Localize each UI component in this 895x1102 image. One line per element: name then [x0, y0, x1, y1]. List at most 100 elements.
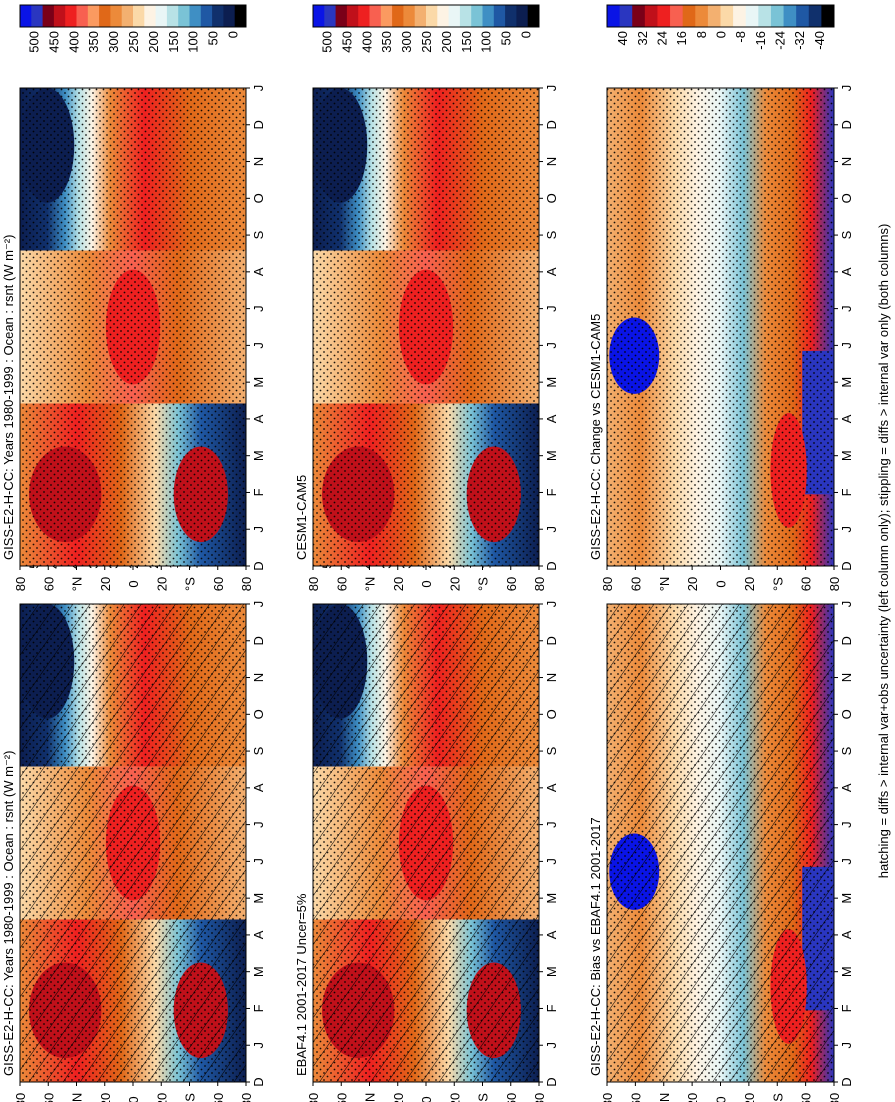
colorbar-label: 150 — [166, 31, 181, 53]
colorbar-swatch — [516, 5, 529, 27]
colorbar-swatch — [414, 5, 427, 27]
month-label: S — [251, 230, 266, 239]
colorbar-label: 500 — [27, 31, 42, 53]
lat-label: 20 — [447, 577, 462, 591]
month-label: M — [839, 377, 854, 388]
lat-label: 20 — [742, 577, 757, 591]
month-label: S — [544, 230, 559, 239]
lat-label: 80 — [532, 577, 547, 591]
month-label: O — [544, 709, 559, 719]
colorbar-swatch — [200, 5, 213, 27]
colorbar-swatch — [783, 5, 797, 27]
month-label: F — [544, 488, 559, 496]
colorbar-label: 400 — [359, 31, 374, 53]
colorbar-label: 450 — [339, 31, 354, 53]
colorbar-swatch — [65, 5, 77, 27]
colorbar-swatch — [76, 5, 89, 27]
colorbar-swatch — [733, 5, 747, 27]
lat-label: 80 — [13, 1093, 28, 1102]
month-label: M — [251, 377, 266, 388]
colorbar-label: -32 — [792, 31, 807, 50]
month-label: J — [839, 342, 854, 349]
colorbar-swatch — [189, 5, 202, 27]
lat-label: °N — [363, 1093, 378, 1102]
lat-label: 80 — [827, 1093, 842, 1102]
colorbar-swatch — [380, 5, 393, 27]
lat-label: 20 — [98, 577, 113, 591]
month-label: M — [544, 966, 559, 977]
lat-label: °S — [476, 1093, 491, 1102]
month-label: D — [251, 561, 266, 570]
stippling-overlay — [313, 88, 539, 566]
colorbar-label: 150 — [459, 31, 474, 53]
lat-label: °S — [770, 1093, 785, 1102]
colorbar-swatch — [707, 5, 721, 27]
panel-p5: GISS-E2-H-CC: Bias vs EBAF4.1 2001-2017 D… — [588, 520, 854, 1102]
colorbar-label: 100 — [479, 31, 494, 53]
lat-label: °S — [183, 577, 198, 591]
lat-label: °N — [70, 1093, 85, 1102]
colorbar-label: 0 — [225, 31, 240, 38]
lat-label: 80 — [306, 577, 321, 591]
colorbar-label: 16 — [674, 31, 689, 45]
month-label: F — [839, 488, 854, 496]
panel-title: GISS-E2-H-CC: Years 1980-1999 : Ocean : … — [1, 235, 16, 560]
month-label: J — [544, 601, 559, 608]
month-label: O — [251, 709, 266, 719]
hatching-overlay — [20, 604, 246, 1082]
month-label: J — [544, 821, 559, 828]
panel-p1: GISS-E2-H-CC: Years 1980-1999 : Ocean : … — [1, 520, 266, 1102]
month-label: A — [839, 783, 854, 792]
month-label: J — [839, 1042, 854, 1049]
month-label: N — [544, 157, 559, 166]
lat-label: 60 — [334, 1093, 349, 1102]
panel-p3: EBAF4.1 2001-2017 Uncer=5% D J F M A M J J A S O N D J… — [294, 520, 559, 1102]
colorbar-label: 250 — [126, 31, 141, 53]
month-label: J — [839, 858, 854, 865]
month-label: M — [544, 893, 559, 904]
colorbar-label: 50 — [499, 31, 514, 45]
month-label: A — [544, 267, 559, 276]
month-label: A — [251, 414, 266, 423]
month-label: J — [251, 1042, 266, 1049]
month-label: N — [839, 157, 854, 166]
colorbar-label: 250 — [419, 31, 434, 53]
colorbar-label: 0 — [518, 31, 533, 38]
month-label: O — [251, 193, 266, 203]
colorbar-label: 400 — [66, 31, 81, 53]
lat-label: 80 — [532, 1093, 547, 1102]
panel-title: GISS-E2-H-CC: Years 1980-1999 : Ocean : … — [1, 751, 16, 1076]
lat-label: 60 — [628, 577, 643, 591]
month-label: M — [544, 377, 559, 388]
colorbar-swatch — [31, 5, 44, 27]
lat-label: 80 — [600, 577, 615, 591]
panel-title: GISS-E2-H-CC: Change vs CESM1-CAM5 — [588, 314, 603, 560]
month-label: J — [544, 526, 559, 533]
colorbar-label: 450 — [46, 31, 61, 53]
month-label: J — [839, 526, 854, 533]
colorbar-swatch — [632, 5, 646, 27]
month-label: M — [839, 893, 854, 904]
colorbar-swatch — [796, 5, 810, 27]
lat-label: 80 — [239, 577, 254, 591]
month-label: O — [839, 709, 854, 719]
month-label: J — [839, 601, 854, 608]
month-label: F — [839, 1004, 854, 1012]
colorbar-swatch — [223, 5, 236, 27]
colorbar-swatch — [133, 5, 145, 27]
colorbar-swatch — [87, 5, 100, 27]
colorbar-label: 300 — [106, 31, 121, 53]
colorbar-swatch — [212, 5, 224, 27]
lat-label: °S — [770, 577, 785, 591]
colorbar-swatch — [369, 5, 382, 27]
month-label: M — [544, 450, 559, 461]
lat-label: 60 — [799, 577, 814, 591]
colorbar-swatch — [178, 5, 190, 27]
lat-label: 20 — [685, 1093, 700, 1102]
colorbar-swatch — [403, 5, 416, 27]
month-label: A — [839, 930, 854, 939]
colorbar-swatch — [358, 5, 370, 27]
lat-label: 20 — [98, 1093, 113, 1102]
colorbar-swatch — [335, 5, 348, 27]
